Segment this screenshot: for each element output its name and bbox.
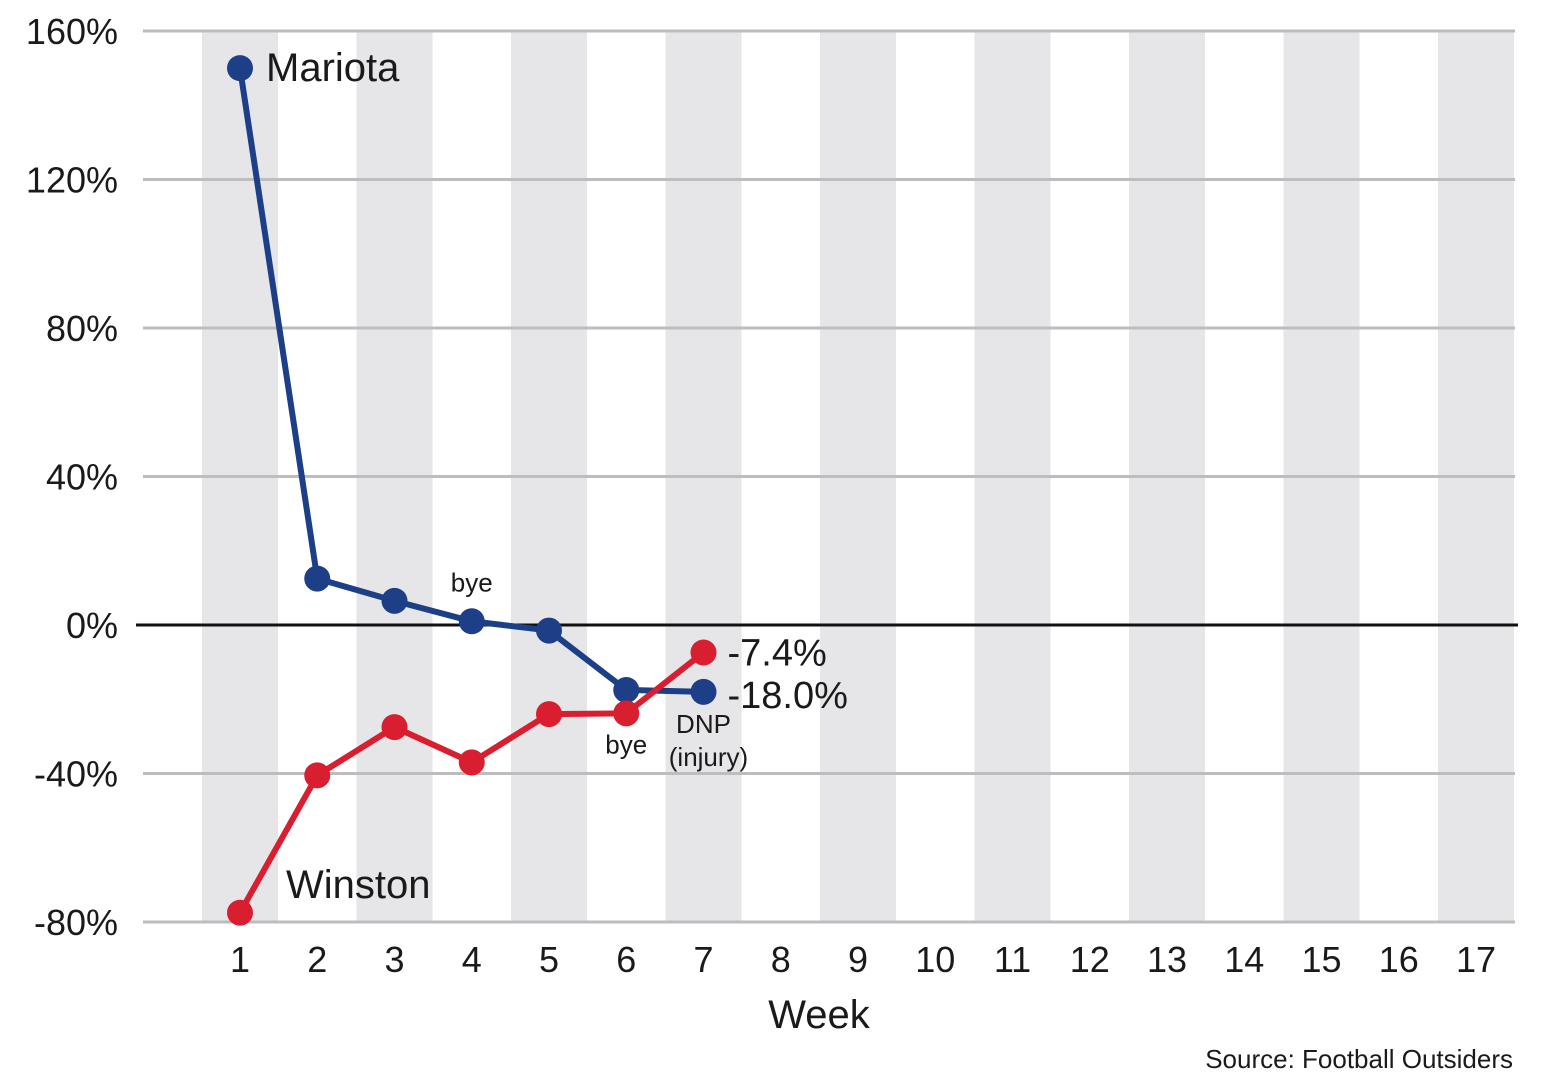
x-axis-tick-labels: 1 2 3 4 5 6 7 8 9 10 11 12 13 14 15 16 17 <box>230 939 1496 980</box>
y-tick-label: 160% <box>26 11 118 52</box>
x-tick-label: 7 <box>693 939 713 980</box>
x-tick-label: 14 <box>1224 939 1264 980</box>
data-point-winston <box>227 899 253 926</box>
y-tick-label: 0% <box>66 605 118 646</box>
annotation-bye-week-6: bye <box>605 729 647 759</box>
data-point-winston <box>458 749 485 776</box>
annotation-dnp: DNP <box>676 709 731 739</box>
x-tick-label: 4 <box>462 939 482 980</box>
data-point-winston <box>536 701 562 728</box>
x-tick-label: 6 <box>616 939 636 980</box>
y-axis-tick-labels: 160% 120% 80% 40% 0% -40% -80% <box>26 11 118 943</box>
x-tick-label: 8 <box>771 939 791 980</box>
y-tick-label: 80% <box>46 308 118 349</box>
x-tick-label: 11 <box>994 939 1031 980</box>
data-point-mariota <box>458 608 485 635</box>
y-tick-label: -40% <box>34 754 118 795</box>
x-tick-label: 10 <box>915 939 955 980</box>
series-line-mariota <box>237 65 707 695</box>
data-point-winston <box>381 714 408 741</box>
series-labels: Mariota Winston -7.4% -18.0% bye bye DNP… <box>266 46 1513 1074</box>
source-note: Source: Football Outsiders <box>1205 1044 1513 1074</box>
gridlines <box>143 29 1515 924</box>
series-label-mariota: Mariota <box>266 46 400 90</box>
y-tick-label: 120% <box>26 160 118 201</box>
x-tick-label: 1 <box>230 939 250 980</box>
series-points <box>227 55 717 926</box>
data-point-mariota <box>381 587 408 614</box>
x-tick-label: 2 <box>307 939 327 980</box>
data-point-mariota <box>613 676 640 703</box>
data-point-mariota <box>690 678 717 705</box>
x-tick-label: 17 <box>1456 939 1496 980</box>
series-lines <box>237 65 707 916</box>
data-point-winston <box>304 762 331 789</box>
y-tick-label: 40% <box>46 457 118 498</box>
x-tick-label: 9 <box>848 939 868 980</box>
data-point-winston <box>613 700 640 727</box>
x-tick-label: 3 <box>384 939 404 980</box>
x-tick-label: 13 <box>1147 939 1187 980</box>
x-tick-label: 12 <box>1070 939 1110 980</box>
end-value-label-mariota: -18.0% <box>728 675 848 717</box>
y-tick-label: -80% <box>34 902 118 943</box>
annotation-bye-week-4: bye <box>451 567 493 597</box>
data-point-mariota <box>227 55 253 82</box>
data-point-mariota <box>536 617 562 644</box>
x-tick-label: 15 <box>1301 939 1341 980</box>
data-point-mariota <box>304 565 331 592</box>
series-label-winston: Winston <box>286 863 431 907</box>
x-tick-label: 5 <box>539 939 559 980</box>
x-axis-title: Week <box>768 993 871 1037</box>
x-tick-label: 16 <box>1379 939 1419 980</box>
data-point-winston <box>690 639 717 666</box>
end-value-label-winston: -7.4% <box>728 632 827 674</box>
annotation-injury: (injury) <box>669 742 748 772</box>
